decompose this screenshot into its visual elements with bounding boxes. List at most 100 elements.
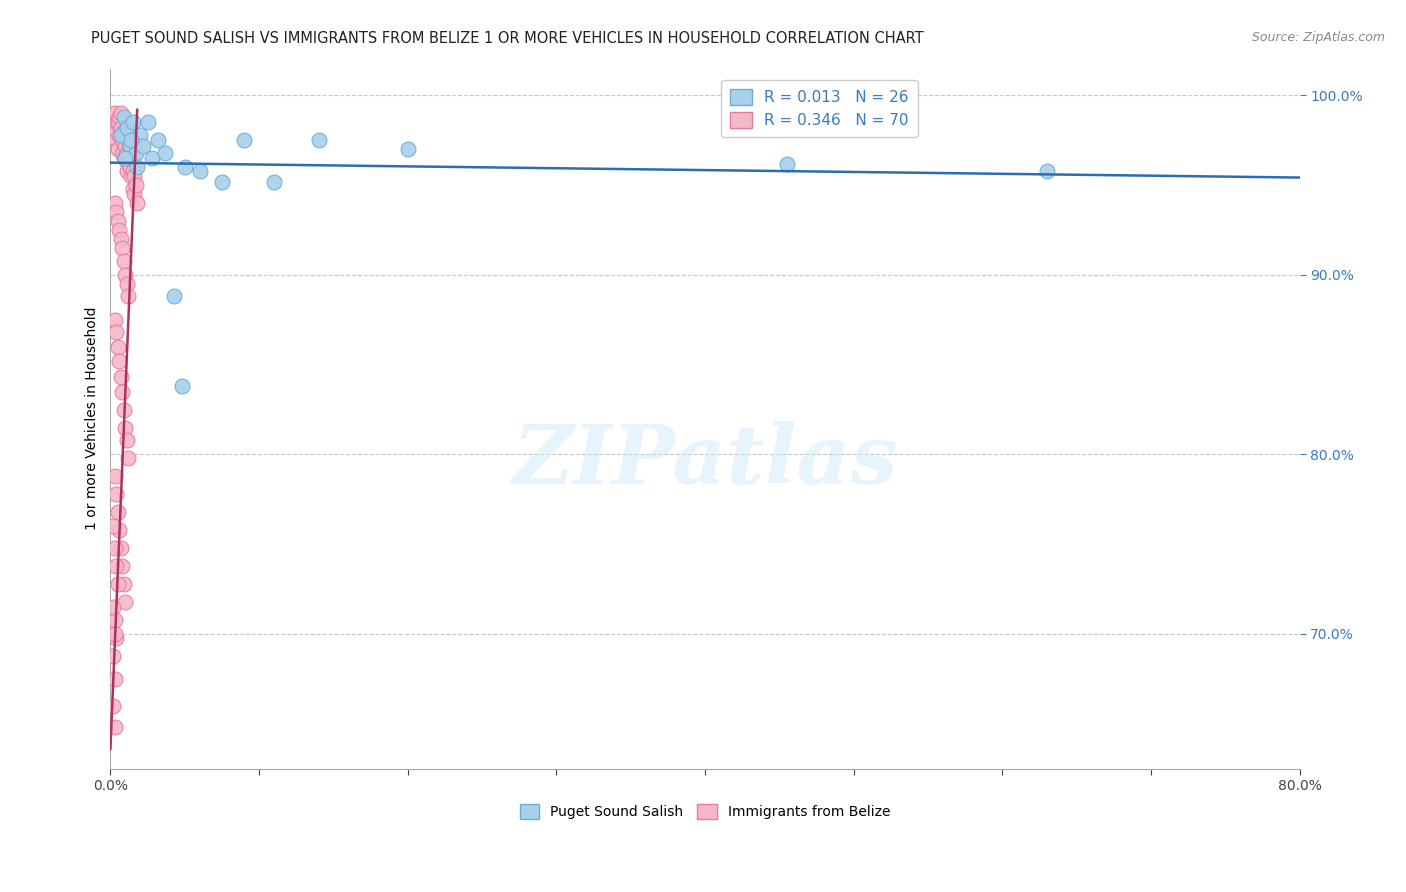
Point bbox=[103, 648, 125, 663]
Point bbox=[107, 115, 129, 129]
Point bbox=[211, 175, 233, 189]
Point bbox=[120, 133, 142, 147]
Point bbox=[103, 124, 125, 138]
Point bbox=[110, 128, 132, 142]
Legend: Puget Sound Salish, Immigrants from Belize: Puget Sound Salish, Immigrants from Beli… bbox=[515, 798, 896, 825]
Point bbox=[118, 138, 141, 153]
Point bbox=[107, 340, 129, 354]
Text: PUGET SOUND SALISH VS IMMIGRANTS FROM BELIZE 1 OR MORE VEHICLES IN HOUSEHOLD COR: PUGET SOUND SALISH VS IMMIGRANTS FROM BE… bbox=[91, 31, 924, 46]
Point bbox=[118, 142, 141, 156]
Point bbox=[115, 164, 138, 178]
Point bbox=[120, 169, 142, 184]
Point bbox=[111, 558, 134, 573]
Point bbox=[115, 277, 138, 291]
Point bbox=[155, 145, 177, 160]
Point bbox=[114, 151, 136, 165]
Point bbox=[105, 487, 128, 501]
Point bbox=[105, 558, 128, 573]
Point bbox=[163, 289, 186, 303]
Point bbox=[117, 451, 139, 466]
Point bbox=[136, 115, 159, 129]
Point bbox=[104, 106, 127, 120]
Point bbox=[112, 110, 135, 124]
Point bbox=[188, 164, 211, 178]
Point bbox=[117, 289, 139, 303]
Point bbox=[104, 627, 127, 641]
Point bbox=[108, 128, 131, 142]
Point bbox=[105, 631, 128, 645]
Point bbox=[107, 214, 129, 228]
Point bbox=[111, 384, 134, 399]
Point bbox=[233, 133, 256, 147]
Point bbox=[112, 253, 135, 268]
Point bbox=[127, 161, 149, 175]
Point bbox=[114, 128, 136, 142]
Point bbox=[121, 164, 143, 178]
Point bbox=[132, 138, 155, 153]
Point bbox=[104, 672, 127, 686]
Point bbox=[112, 576, 135, 591]
Point bbox=[104, 720, 127, 734]
Point bbox=[118, 161, 141, 175]
Point bbox=[111, 241, 134, 255]
Point bbox=[110, 370, 132, 384]
Point bbox=[117, 156, 139, 170]
Point bbox=[122, 187, 145, 202]
Point bbox=[115, 120, 138, 135]
Point bbox=[103, 698, 125, 713]
Point bbox=[114, 138, 136, 153]
Point bbox=[112, 402, 135, 417]
Point bbox=[112, 151, 135, 165]
Point bbox=[105, 326, 128, 340]
Point bbox=[108, 354, 131, 368]
Point bbox=[170, 379, 193, 393]
Point bbox=[114, 595, 136, 609]
Point bbox=[121, 182, 143, 196]
Point bbox=[107, 505, 129, 519]
Point bbox=[308, 133, 330, 147]
Point bbox=[104, 469, 127, 483]
Point bbox=[103, 600, 125, 615]
Point bbox=[108, 110, 131, 124]
Point bbox=[104, 613, 127, 627]
Point bbox=[110, 120, 132, 135]
Point bbox=[115, 145, 138, 160]
Point bbox=[110, 106, 132, 120]
Point bbox=[776, 156, 799, 170]
Point bbox=[173, 161, 195, 175]
Point bbox=[111, 133, 134, 147]
Y-axis label: 1 or more Vehicles in Household: 1 or more Vehicles in Household bbox=[86, 307, 100, 531]
Point bbox=[105, 205, 128, 219]
Point bbox=[1036, 164, 1059, 178]
Point bbox=[110, 541, 132, 555]
Point bbox=[104, 541, 127, 555]
Point bbox=[108, 223, 131, 237]
Point bbox=[125, 145, 148, 160]
Point bbox=[121, 115, 143, 129]
Point bbox=[105, 133, 128, 147]
Point bbox=[127, 196, 149, 211]
Point bbox=[122, 169, 145, 184]
Point bbox=[107, 142, 129, 156]
Point bbox=[112, 124, 135, 138]
Point bbox=[396, 142, 419, 156]
Point bbox=[141, 151, 163, 165]
Point bbox=[104, 313, 127, 327]
Point bbox=[108, 523, 131, 537]
Point bbox=[104, 196, 127, 211]
Point bbox=[111, 145, 134, 160]
Point bbox=[115, 433, 138, 447]
Point bbox=[120, 151, 142, 165]
Point bbox=[263, 175, 285, 189]
Point bbox=[105, 115, 128, 129]
Point bbox=[146, 133, 169, 147]
Point bbox=[110, 232, 132, 246]
Point bbox=[117, 133, 139, 147]
Point bbox=[103, 519, 125, 533]
Point bbox=[114, 420, 136, 434]
Text: Source: ZipAtlas.com: Source: ZipAtlas.com bbox=[1251, 31, 1385, 45]
Point bbox=[125, 178, 148, 193]
Point bbox=[107, 576, 129, 591]
Point bbox=[129, 128, 152, 142]
Text: ZIPatlas: ZIPatlas bbox=[512, 420, 898, 500]
